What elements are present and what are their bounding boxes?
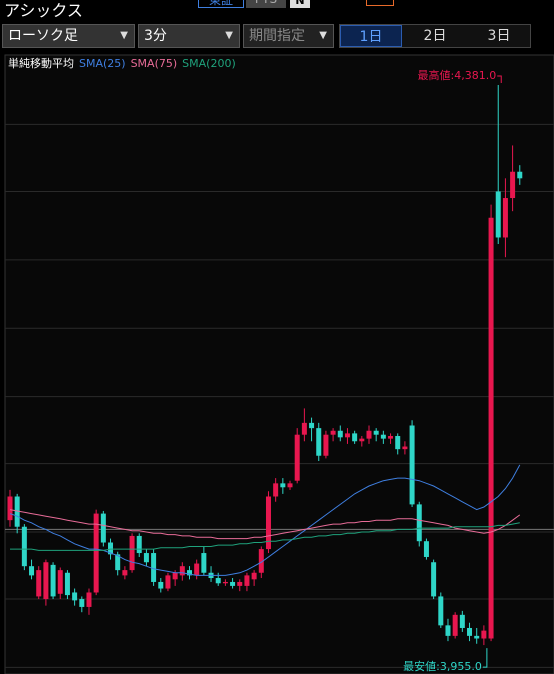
candle-body bbox=[388, 436, 394, 439]
legend-entry: SMA(75) bbox=[131, 57, 178, 70]
candle-body bbox=[136, 535, 142, 554]
candle-body bbox=[517, 171, 523, 179]
annotation-label: 最安値:3,955.0 bbox=[403, 659, 482, 673]
candle-body bbox=[43, 562, 49, 600]
annotation-arrow bbox=[497, 75, 502, 83]
candle-body bbox=[222, 581, 228, 584]
candle-body bbox=[194, 563, 200, 576]
candle-body bbox=[122, 570, 128, 576]
legend-entry: SMA(200) bbox=[182, 57, 236, 70]
candle-body bbox=[309, 422, 315, 429]
candle-body bbox=[21, 526, 27, 567]
candle-body bbox=[244, 575, 250, 586]
candle-body bbox=[100, 513, 106, 543]
candle-body bbox=[481, 630, 487, 639]
candle-body bbox=[86, 592, 92, 607]
candle-body bbox=[158, 581, 164, 589]
candle-body bbox=[237, 581, 243, 586]
candle-body bbox=[344, 433, 350, 438]
candle-body bbox=[187, 570, 192, 576]
candle-body bbox=[409, 425, 415, 505]
candle-body bbox=[359, 438, 365, 442]
candle-body bbox=[108, 542, 114, 555]
candle-body bbox=[179, 566, 185, 576]
candle-body bbox=[316, 428, 322, 456]
candle-body bbox=[280, 483, 286, 488]
candle-body bbox=[352, 433, 358, 442]
range-tab[interactable]: 1日 bbox=[340, 25, 402, 47]
sma-line bbox=[9, 464, 521, 576]
candle-body bbox=[301, 422, 307, 435]
annotation-arrow bbox=[482, 648, 488, 668]
legend-entry: SMA(25) bbox=[79, 57, 126, 70]
candle-body bbox=[287, 483, 293, 488]
candle-body bbox=[438, 596, 444, 626]
candle-body bbox=[459, 614, 465, 628]
candle-body bbox=[57, 570, 63, 594]
legend-title: 単純移動平均 bbox=[8, 56, 74, 70]
candle-body bbox=[64, 572, 70, 596]
market-button[interactable]: 東証 bbox=[198, 0, 244, 8]
candle-body bbox=[380, 434, 386, 439]
candle-body bbox=[373, 430, 379, 435]
sma-line bbox=[9, 509, 521, 540]
range-tab[interactable]: 3日 bbox=[487, 28, 511, 44]
candle-body bbox=[366, 430, 372, 439]
candle-body bbox=[230, 581, 236, 586]
candle-body bbox=[265, 496, 271, 550]
candle-body bbox=[294, 434, 300, 481]
candle-body bbox=[402, 446, 408, 450]
candle-body bbox=[330, 430, 336, 435]
sma-line bbox=[10, 522, 520, 551]
candle-body bbox=[172, 572, 178, 580]
candle-body bbox=[215, 578, 221, 584]
candle-body bbox=[129, 535, 135, 571]
period-select[interactable]: 期間指定 bbox=[243, 24, 334, 48]
alert-icon[interactable] bbox=[366, 0, 394, 6]
candle-body bbox=[165, 575, 171, 589]
candle-body bbox=[151, 553, 157, 582]
candle-body bbox=[72, 592, 78, 601]
candle-body bbox=[431, 562, 437, 597]
candle-body bbox=[323, 434, 329, 456]
candle-body bbox=[251, 572, 257, 580]
candle-body bbox=[115, 554, 121, 571]
candle-body bbox=[510, 171, 516, 199]
candle-body bbox=[452, 614, 458, 636]
candle-body bbox=[445, 625, 451, 636]
candle-body bbox=[14, 496, 20, 527]
candle-body bbox=[143, 553, 149, 563]
candle-body bbox=[7, 496, 13, 521]
candle-body bbox=[488, 217, 494, 639]
pts-button[interactable]: PTS bbox=[246, 0, 286, 8]
candle-body bbox=[273, 483, 279, 497]
candle-body bbox=[474, 635, 480, 639]
annotation-label: 最高値:4,381.0 bbox=[418, 68, 497, 82]
candle-body bbox=[495, 191, 501, 238]
range-tabs: 1日 2日 3日 bbox=[339, 24, 531, 48]
candle-body bbox=[36, 570, 42, 597]
candle-body bbox=[395, 436, 401, 450]
candle-body bbox=[416, 504, 422, 542]
candle-body bbox=[201, 553, 207, 573]
stock-name: アシックス bbox=[4, 1, 83, 20]
candle-body bbox=[93, 513, 99, 593]
interval-select[interactable]: 3分 bbox=[138, 24, 240, 48]
candle-body bbox=[79, 599, 85, 607]
candle-body bbox=[467, 627, 473, 636]
news-icon[interactable]: N bbox=[290, 0, 310, 8]
candle-body bbox=[337, 430, 343, 438]
candle-body bbox=[29, 566, 35, 576]
range-tab[interactable]: 2日 bbox=[423, 28, 447, 44]
plot-area bbox=[4, 54, 554, 674]
chart-type-select[interactable]: ローソク足 bbox=[2, 24, 135, 48]
candle-body bbox=[502, 198, 508, 238]
candle-body bbox=[50, 564, 56, 597]
candle-body bbox=[258, 549, 264, 573]
candle-body bbox=[423, 541, 429, 557]
